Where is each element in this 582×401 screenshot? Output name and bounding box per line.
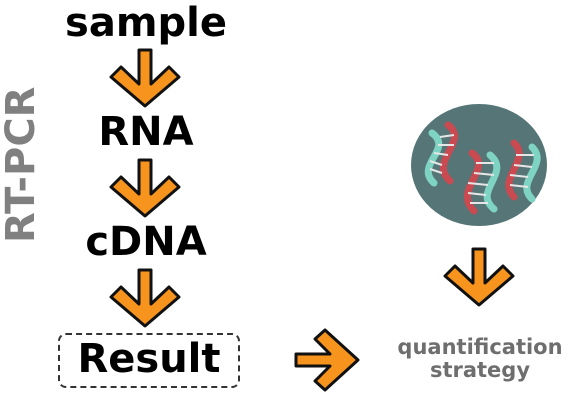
down-arrow-icon <box>109 48 181 108</box>
stage-sample: sample <box>65 0 227 46</box>
dna-helix-left <box>424 121 458 187</box>
stage-rna: RNA <box>98 109 194 155</box>
strategy-line-2: strategy <box>429 358 531 382</box>
dna-helix-middle <box>464 149 501 215</box>
down-arrow-icon <box>109 158 181 218</box>
dna-helix-right <box>505 139 541 203</box>
down-arrow-icon <box>109 268 181 328</box>
down-arrow-icon <box>443 247 515 307</box>
right-arrow-icon <box>294 328 360 392</box>
result-box <box>58 333 240 388</box>
quantification-strategy-label: quantification strategy <box>380 336 580 382</box>
dna-strands-icon <box>411 104 547 226</box>
stage-cdna: cDNA <box>85 219 207 265</box>
rt-pcr-label: RT-PCR <box>0 86 44 243</box>
stage-result: Result <box>77 336 221 382</box>
strategy-line-1: quantification <box>397 335 563 359</box>
